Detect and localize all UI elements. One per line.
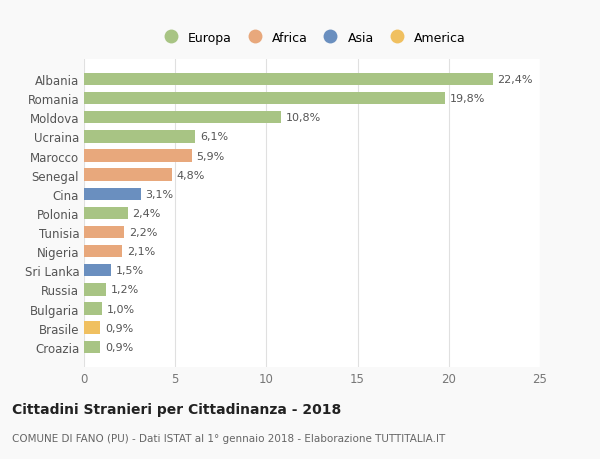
Bar xyxy=(84,302,102,315)
Text: Cittadini Stranieri per Cittadinanza - 2018: Cittadini Stranieri per Cittadinanza - 2… xyxy=(12,402,341,416)
Bar xyxy=(84,207,128,220)
Text: 0,9%: 0,9% xyxy=(105,342,133,352)
Text: 0,9%: 0,9% xyxy=(105,323,133,333)
Text: 19,8%: 19,8% xyxy=(450,94,485,104)
Bar xyxy=(84,246,122,258)
Text: 10,8%: 10,8% xyxy=(286,113,321,123)
Bar xyxy=(84,112,281,124)
Text: 3,1%: 3,1% xyxy=(145,190,173,199)
Text: 6,1%: 6,1% xyxy=(200,132,228,142)
Bar xyxy=(84,150,191,162)
Bar xyxy=(84,93,445,105)
Bar xyxy=(84,188,140,201)
Legend: Europa, Africa, Asia, America: Europa, Africa, Asia, America xyxy=(155,29,469,47)
Bar xyxy=(84,226,124,239)
Text: 1,0%: 1,0% xyxy=(107,304,135,314)
Text: 22,4%: 22,4% xyxy=(497,75,533,85)
Text: 4,8%: 4,8% xyxy=(176,170,205,180)
Text: 2,2%: 2,2% xyxy=(128,228,157,237)
Text: 1,2%: 1,2% xyxy=(110,285,139,295)
Text: 2,4%: 2,4% xyxy=(133,208,161,218)
Bar xyxy=(84,131,195,143)
Bar xyxy=(84,169,172,181)
Bar xyxy=(84,284,106,296)
Text: 1,5%: 1,5% xyxy=(116,266,144,276)
Text: 2,1%: 2,1% xyxy=(127,246,155,257)
Bar xyxy=(84,322,100,334)
Bar xyxy=(84,341,100,353)
Bar xyxy=(84,264,112,277)
Text: 5,9%: 5,9% xyxy=(196,151,224,161)
Text: COMUNE DI FANO (PU) - Dati ISTAT al 1° gennaio 2018 - Elaborazione TUTTITALIA.IT: COMUNE DI FANO (PU) - Dati ISTAT al 1° g… xyxy=(12,433,445,442)
Bar xyxy=(84,73,493,86)
